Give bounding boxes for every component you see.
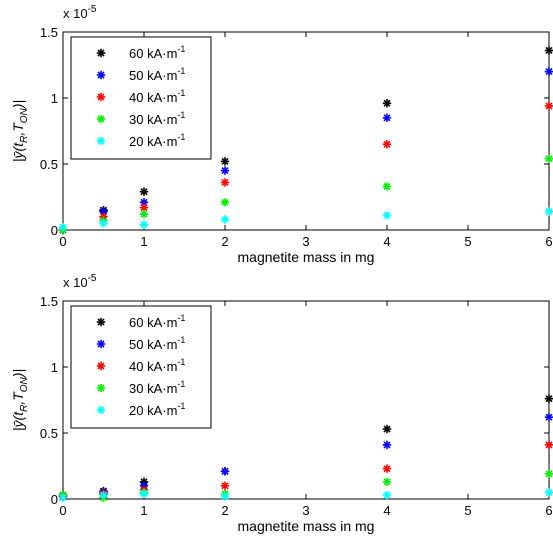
x-tick-label: 2 xyxy=(221,503,228,518)
legend-marker xyxy=(96,361,106,371)
y-tick-label: 0.5 xyxy=(40,426,58,441)
data-point xyxy=(382,490,392,500)
x-tick-label: 0 xyxy=(59,503,66,518)
legend-marker xyxy=(96,92,106,102)
x-axis-label: magnetite mass in mg xyxy=(238,249,375,265)
x-tick-label: 2 xyxy=(221,234,228,249)
legend-marker xyxy=(96,339,106,349)
y-tick-label: 0.5 xyxy=(40,157,58,172)
data-point xyxy=(99,490,108,500)
data-point xyxy=(382,211,392,220)
data-point xyxy=(220,467,230,476)
data-point xyxy=(58,493,68,502)
data-point xyxy=(544,440,553,450)
y-axis-label: |ȳ(tR,TON)| xyxy=(10,100,30,162)
data-point xyxy=(58,223,68,232)
series-4 xyxy=(58,154,553,235)
data-point xyxy=(382,477,392,487)
data-point xyxy=(544,488,553,497)
legend-entry: 60 kA·m-1 xyxy=(129,44,185,61)
legend-entry: 60 kA·m-1 xyxy=(129,313,185,330)
y-exponent-label: x 10-5 xyxy=(63,273,97,290)
legend-entry: 50 kA·m-1 xyxy=(129,66,185,83)
data-point xyxy=(544,154,553,163)
data-point xyxy=(544,46,553,55)
data-point xyxy=(99,207,108,216)
x-tick-label: 3 xyxy=(302,234,309,249)
legend-marker xyxy=(96,383,106,393)
data-point xyxy=(139,489,149,498)
y-axis-label: |ȳ(tR,TON)| xyxy=(10,369,30,431)
data-point xyxy=(382,464,392,473)
data-point xyxy=(382,140,392,149)
panel-2: 0 1 2 3 4 5 6 0 0.5 1 1.5 x 10-5 magnetite mass in m… xyxy=(10,273,553,534)
data-point xyxy=(220,157,230,166)
legend-marker xyxy=(96,317,106,327)
legend-entry: 40 kA·m-1 xyxy=(129,88,185,105)
legend-marker xyxy=(96,70,106,80)
panel-1: 0 1 2 3 4 5 6 0 0.5 1 1.5 x 10-5 magnetite mass in m… xyxy=(10,4,553,265)
legend-entry: 50 kA·m-1 xyxy=(129,335,185,352)
data-point xyxy=(544,412,553,422)
data-point xyxy=(544,469,553,479)
legend-marker xyxy=(96,405,106,415)
data-point xyxy=(544,207,553,216)
data-point xyxy=(544,101,553,111)
data-point xyxy=(139,209,149,219)
data-point xyxy=(382,182,392,191)
data-point xyxy=(382,113,392,122)
x-tick-label: 1 xyxy=(140,234,147,249)
data-point xyxy=(382,440,392,450)
y-tick-label: 1 xyxy=(51,91,58,106)
x-tick-label: 6 xyxy=(545,234,552,249)
data-point xyxy=(382,424,392,434)
legend-entry: 20 kA·m-1 xyxy=(129,132,185,149)
legend-entry: 20 kA·m-1 xyxy=(129,401,185,418)
data-point xyxy=(139,220,149,229)
data-point xyxy=(220,215,230,224)
y-tick-label: 1.5 xyxy=(40,25,58,40)
data-point xyxy=(544,67,553,76)
data-point xyxy=(382,99,392,108)
legend-marker xyxy=(96,114,106,124)
y-tick-label: 1 xyxy=(51,360,58,375)
x-tick-label: 4 xyxy=(383,503,390,518)
legend: 60 kA·m-1 50 kA·m-1 40 kA·m-1 30 kA·m-1 20 k… xyxy=(70,36,212,160)
legend-marker xyxy=(96,136,106,146)
legend-marker xyxy=(96,48,106,58)
series-3 xyxy=(58,440,553,501)
data-point xyxy=(139,187,149,196)
data-point xyxy=(544,394,553,403)
x-tick-label: 0 xyxy=(59,234,66,249)
x-tick-label: 6 xyxy=(545,503,552,518)
data-point xyxy=(220,481,230,490)
x-tick-label: 1 xyxy=(140,503,147,518)
x-tick-label: 5 xyxy=(464,234,471,249)
data-point xyxy=(220,178,230,187)
x-tick-label: 3 xyxy=(302,503,309,518)
legend-entry: 40 kA·m-1 xyxy=(129,357,185,374)
legend: 60 kA·m-1 50 kA·m-1 40 kA·m-1 30 kA·m-1 20 k… xyxy=(70,305,212,429)
y-tick-label: 0 xyxy=(51,492,58,507)
y-tick-label: 1.5 xyxy=(40,294,58,309)
x-tick-label: 5 xyxy=(464,503,471,518)
y-tick-label: 0 xyxy=(51,223,58,238)
x-axis-label: magnetite mass in mg xyxy=(238,518,375,534)
legend-entry: 30 kA·m-1 xyxy=(129,379,185,396)
series-5 xyxy=(58,207,553,232)
data-point xyxy=(220,198,230,207)
data-point xyxy=(99,219,108,228)
data-point xyxy=(220,166,230,175)
legend-entry: 30 kA·m-1 xyxy=(129,110,185,127)
data-point xyxy=(220,492,230,501)
y-exponent-label: x 10-5 xyxy=(63,4,97,21)
series-5 xyxy=(58,488,553,502)
x-tick-label: 4 xyxy=(383,234,390,249)
